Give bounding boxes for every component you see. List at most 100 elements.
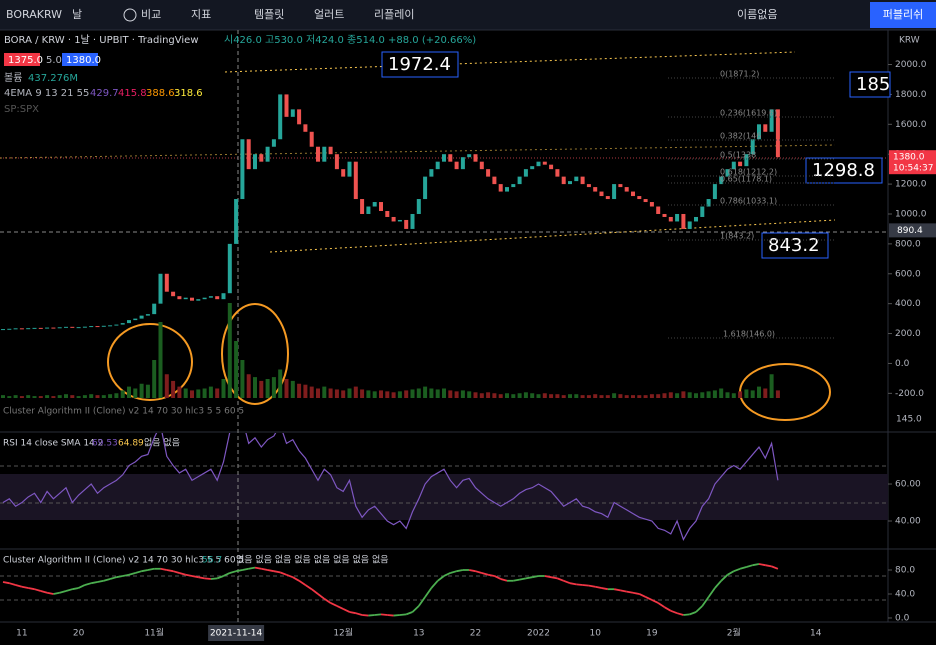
volume-bar bbox=[586, 395, 591, 398]
volume-bar bbox=[334, 389, 339, 398]
candle bbox=[234, 199, 239, 244]
candle bbox=[366, 206, 371, 214]
candle bbox=[221, 293, 226, 300]
volume-bar bbox=[775, 390, 780, 398]
candle bbox=[353, 161, 358, 200]
volume-bar bbox=[530, 393, 535, 398]
volume-bar bbox=[133, 388, 138, 398]
volume-bar bbox=[101, 395, 106, 398]
cluster-segment bbox=[2, 581, 10, 585]
candle bbox=[605, 196, 610, 200]
cluster-segment bbox=[248, 566, 256, 570]
ema-label: 4EMA 9 13 21 55 bbox=[4, 88, 89, 99]
cluster-segment bbox=[21, 585, 29, 589]
volume-bar bbox=[668, 392, 673, 398]
fib-label: 0.382(146 bbox=[720, 132, 761, 141]
candle bbox=[341, 169, 346, 177]
currency[interactable]: KRW bbox=[899, 36, 920, 46]
replay[interactable]: 리플레이 bbox=[374, 8, 414, 21]
y-tick-label: 1800.0 bbox=[895, 90, 927, 100]
cluster-segment bbox=[714, 580, 722, 589]
candle bbox=[473, 154, 478, 162]
candle bbox=[57, 327, 62, 329]
x-tick-label: 10 bbox=[589, 629, 601, 639]
cluster-segment bbox=[626, 590, 634, 594]
cluster-segment bbox=[191, 575, 199, 579]
compare[interactable]: 비교 bbox=[141, 8, 161, 21]
y-tick-label: 0.0 bbox=[895, 613, 910, 623]
volume-bar bbox=[45, 395, 50, 398]
cluster-segment bbox=[758, 563, 766, 567]
cluster-segment bbox=[588, 584, 596, 588]
volume-bar bbox=[416, 388, 421, 398]
candle bbox=[391, 216, 396, 222]
publish[interactable]: 퍼블리쉬 bbox=[883, 8, 923, 21]
candle bbox=[1, 329, 5, 331]
volume-bar bbox=[725, 392, 730, 398]
interval[interactable]: 날 bbox=[72, 8, 82, 21]
volume-bar bbox=[353, 386, 358, 398]
cluster-segment bbox=[72, 587, 79, 591]
volume-bar bbox=[95, 395, 100, 398]
cluster-segment bbox=[456, 569, 464, 573]
candle bbox=[775, 109, 780, 158]
candle bbox=[586, 184, 591, 188]
candle bbox=[114, 324, 119, 326]
volume-bar bbox=[7, 396, 12, 398]
layout-name[interactable]: 이름없음 bbox=[737, 8, 777, 21]
cluster-segment bbox=[84, 582, 92, 586]
y-tick-label: -200.0 bbox=[895, 389, 924, 399]
candle bbox=[316, 146, 320, 162]
cluster-segment bbox=[141, 569, 149, 573]
candle bbox=[171, 291, 176, 297]
candle bbox=[278, 94, 283, 140]
volume-bar bbox=[605, 395, 610, 398]
cluster-segment bbox=[651, 599, 659, 604]
volume-bar bbox=[687, 392, 692, 398]
cluster-segment bbox=[670, 609, 678, 615]
indicators[interactable]: 지표 bbox=[191, 8, 211, 21]
cluster-segment bbox=[374, 613, 382, 616]
x-tick-label: 11 bbox=[16, 629, 27, 639]
annotation-box bbox=[805, 157, 883, 184]
candle bbox=[322, 146, 327, 162]
publish-button[interactable] bbox=[870, 2, 936, 28]
fib-label: 0.236(1619.6) bbox=[720, 109, 777, 118]
candle bbox=[196, 299, 201, 301]
cluster-segment bbox=[9, 582, 16, 586]
candle bbox=[271, 139, 276, 147]
cluster-segment bbox=[323, 598, 332, 604]
candle bbox=[372, 202, 377, 207]
templates[interactable]: 템플릿 bbox=[254, 8, 284, 21]
volume-bar bbox=[568, 394, 572, 398]
volume-bar bbox=[127, 386, 131, 398]
symbol[interactable]: BORAKRW bbox=[6, 8, 62, 21]
cluster-segment bbox=[701, 596, 710, 607]
candle bbox=[82, 326, 87, 328]
volume-bar bbox=[265, 379, 270, 398]
candle bbox=[624, 187, 629, 192]
candle bbox=[498, 184, 503, 192]
candle bbox=[757, 124, 761, 140]
volume-bar bbox=[631, 395, 635, 398]
cluster-segment bbox=[638, 593, 646, 598]
alert[interactable]: 얼러트 bbox=[314, 7, 344, 21]
volume-bar bbox=[542, 393, 547, 398]
cluster-segment bbox=[28, 587, 35, 591]
candle bbox=[738, 161, 743, 167]
rsi-legend: RSI 14 close SMA 14 2 bbox=[3, 439, 103, 449]
volume-bar bbox=[164, 374, 169, 398]
volume-bar bbox=[13, 395, 18, 398]
cluster-segment bbox=[595, 585, 602, 589]
volume-bar bbox=[574, 394, 579, 398]
cluster-segment bbox=[292, 576, 300, 582]
cluster-segment bbox=[494, 575, 502, 580]
candle bbox=[309, 131, 314, 147]
volume-bar bbox=[38, 396, 43, 398]
cluster-segment bbox=[65, 588, 73, 592]
cluster-segment bbox=[103, 578, 111, 582]
ask: 1380.0 bbox=[66, 55, 101, 66]
annotation: 1298.8 bbox=[812, 160, 875, 181]
candle bbox=[618, 184, 623, 188]
